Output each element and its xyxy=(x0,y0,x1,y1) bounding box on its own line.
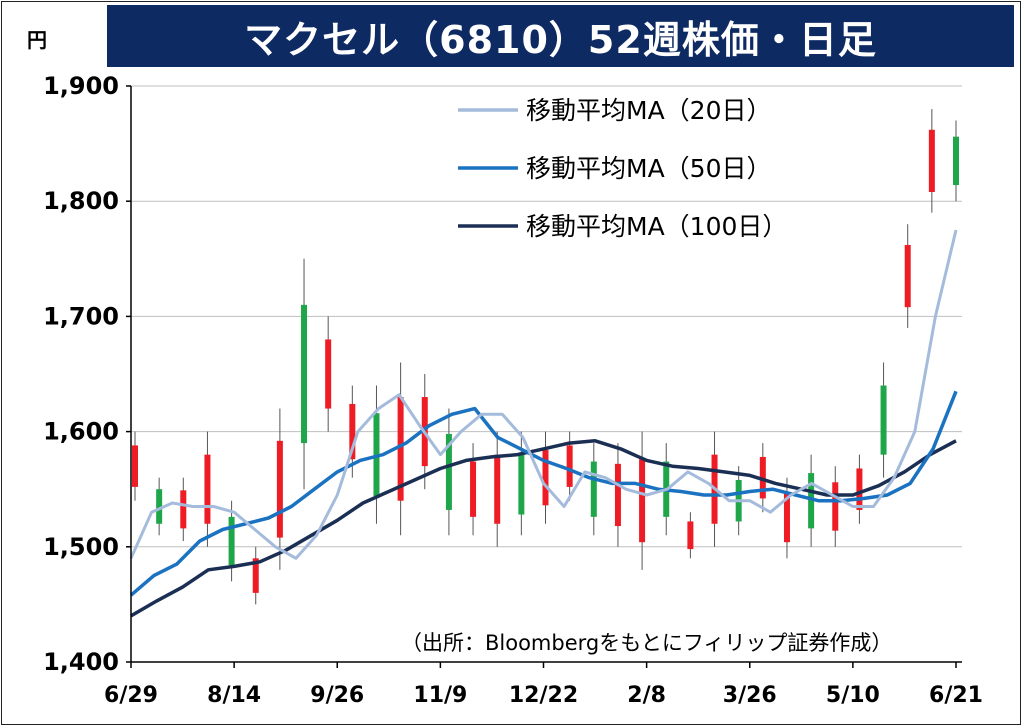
candlesticks xyxy=(132,109,959,605)
moving-average-lines xyxy=(129,229,958,618)
candle-body xyxy=(904,244,911,308)
candle-body xyxy=(494,454,501,524)
y-tick-label: 1,400 xyxy=(43,648,119,676)
series-line-0 xyxy=(129,229,958,560)
candle-body xyxy=(349,403,356,460)
candle-body xyxy=(470,461,477,517)
legend: 移動平均MA（20日） 移動平均MA（50日） 移動平均MA（100日） xyxy=(458,96,787,241)
candle-body xyxy=(880,385,887,455)
y-tick-label: 1,800 xyxy=(43,187,119,215)
candle-body xyxy=(783,493,790,543)
candle-body xyxy=(639,459,646,543)
candle-body xyxy=(542,450,549,506)
candle-body xyxy=(832,482,839,531)
candle-body xyxy=(518,452,525,515)
candle-body xyxy=(687,521,694,550)
series-line-1 xyxy=(129,390,958,597)
candle-body xyxy=(301,304,308,444)
x-tick-label: 5/10 xyxy=(826,683,880,708)
candle-body xyxy=(808,473,815,529)
x-tick-label: 8/14 xyxy=(207,683,261,708)
candle-body xyxy=(228,516,235,566)
legend-label-1: 移動平均MA（50日） xyxy=(526,154,771,183)
x-tick-labels: 6/29 8/14 9/26 11/9 12/22 2/8 3/26 5/10 6/21 xyxy=(104,683,983,708)
legend-label-0: 移動平均MA（20日） xyxy=(526,96,771,125)
source-note: （出所：Bloombergをもとにフィリップ証券作成） xyxy=(401,627,893,657)
candle-body xyxy=(856,468,863,510)
candle-body xyxy=(156,489,163,524)
x-tick-label: 6/29 xyxy=(104,683,158,708)
candle-body xyxy=(276,440,283,538)
candle-body xyxy=(252,558,259,593)
candle-body xyxy=(180,490,187,529)
candle-body xyxy=(325,339,332,409)
candle-body xyxy=(397,397,404,501)
candle-body xyxy=(204,454,211,524)
x-tick-label: 6/21 xyxy=(929,683,983,708)
y-tick-label: 1,500 xyxy=(43,533,119,561)
candle-body xyxy=(614,463,621,527)
x-tick-label: 2/8 xyxy=(627,683,666,708)
candle-body xyxy=(590,461,597,517)
series-line-2 xyxy=(130,439,957,618)
y-axis-unit: 円 xyxy=(27,28,47,52)
axes xyxy=(126,85,962,668)
x-tick-label: 3/26 xyxy=(723,683,777,708)
x-tick-label: 12/22 xyxy=(509,683,578,708)
y-tick-label: 1,600 xyxy=(43,418,119,446)
candle-body xyxy=(445,433,452,510)
candle-body xyxy=(132,445,138,487)
x-tick-label: 9/26 xyxy=(310,683,364,708)
y-tick-label: 1,900 xyxy=(43,72,119,100)
chart-title: マクセル（6810）52週株価・日足 xyxy=(107,5,1014,67)
grid-lines xyxy=(131,85,962,548)
x-tick-label: 11/9 xyxy=(413,683,467,708)
legend-label-2: 移動平均MA（100日） xyxy=(526,212,787,241)
candle-body xyxy=(953,136,959,186)
y-tick-labels: 1,400 1,500 1,600 1,700 1,800 1,900 xyxy=(43,72,119,676)
y-tick-label: 1,700 xyxy=(43,302,119,330)
candle-body xyxy=(928,129,935,192)
candle-body xyxy=(566,445,573,487)
